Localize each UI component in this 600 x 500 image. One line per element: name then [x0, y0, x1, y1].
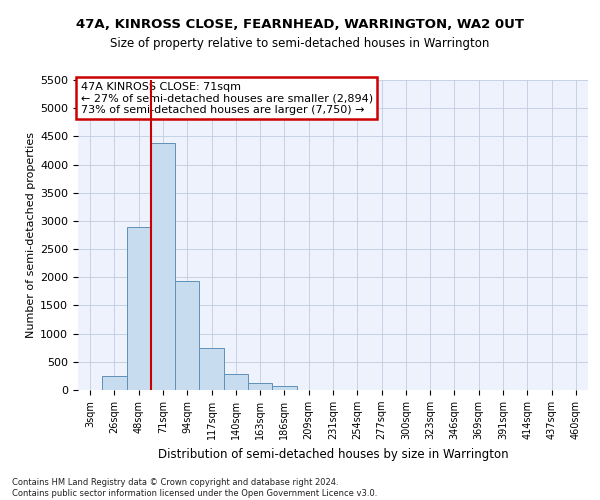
Y-axis label: Number of semi-detached properties: Number of semi-detached properties — [26, 132, 36, 338]
Bar — [199, 348, 224, 390]
Text: 47A, KINROSS CLOSE, FEARNHEAD, WARRINGTON, WA2 0UT: 47A, KINROSS CLOSE, FEARNHEAD, WARRINGTO… — [76, 18, 524, 30]
Bar — [102, 376, 127, 390]
X-axis label: Distribution of semi-detached houses by size in Warrington: Distribution of semi-detached houses by … — [158, 448, 508, 460]
Text: Size of property relative to semi-detached houses in Warrington: Size of property relative to semi-detach… — [110, 38, 490, 51]
Bar — [151, 143, 175, 390]
Text: 47A KINROSS CLOSE: 71sqm
← 27% of semi-detached houses are smaller (2,894)
73% o: 47A KINROSS CLOSE: 71sqm ← 27% of semi-d… — [80, 82, 373, 115]
Bar — [175, 281, 199, 390]
Bar — [224, 374, 248, 390]
Bar — [127, 226, 151, 390]
Bar — [272, 386, 296, 390]
Text: Contains HM Land Registry data © Crown copyright and database right 2024.
Contai: Contains HM Land Registry data © Crown c… — [12, 478, 377, 498]
Bar — [248, 382, 272, 390]
